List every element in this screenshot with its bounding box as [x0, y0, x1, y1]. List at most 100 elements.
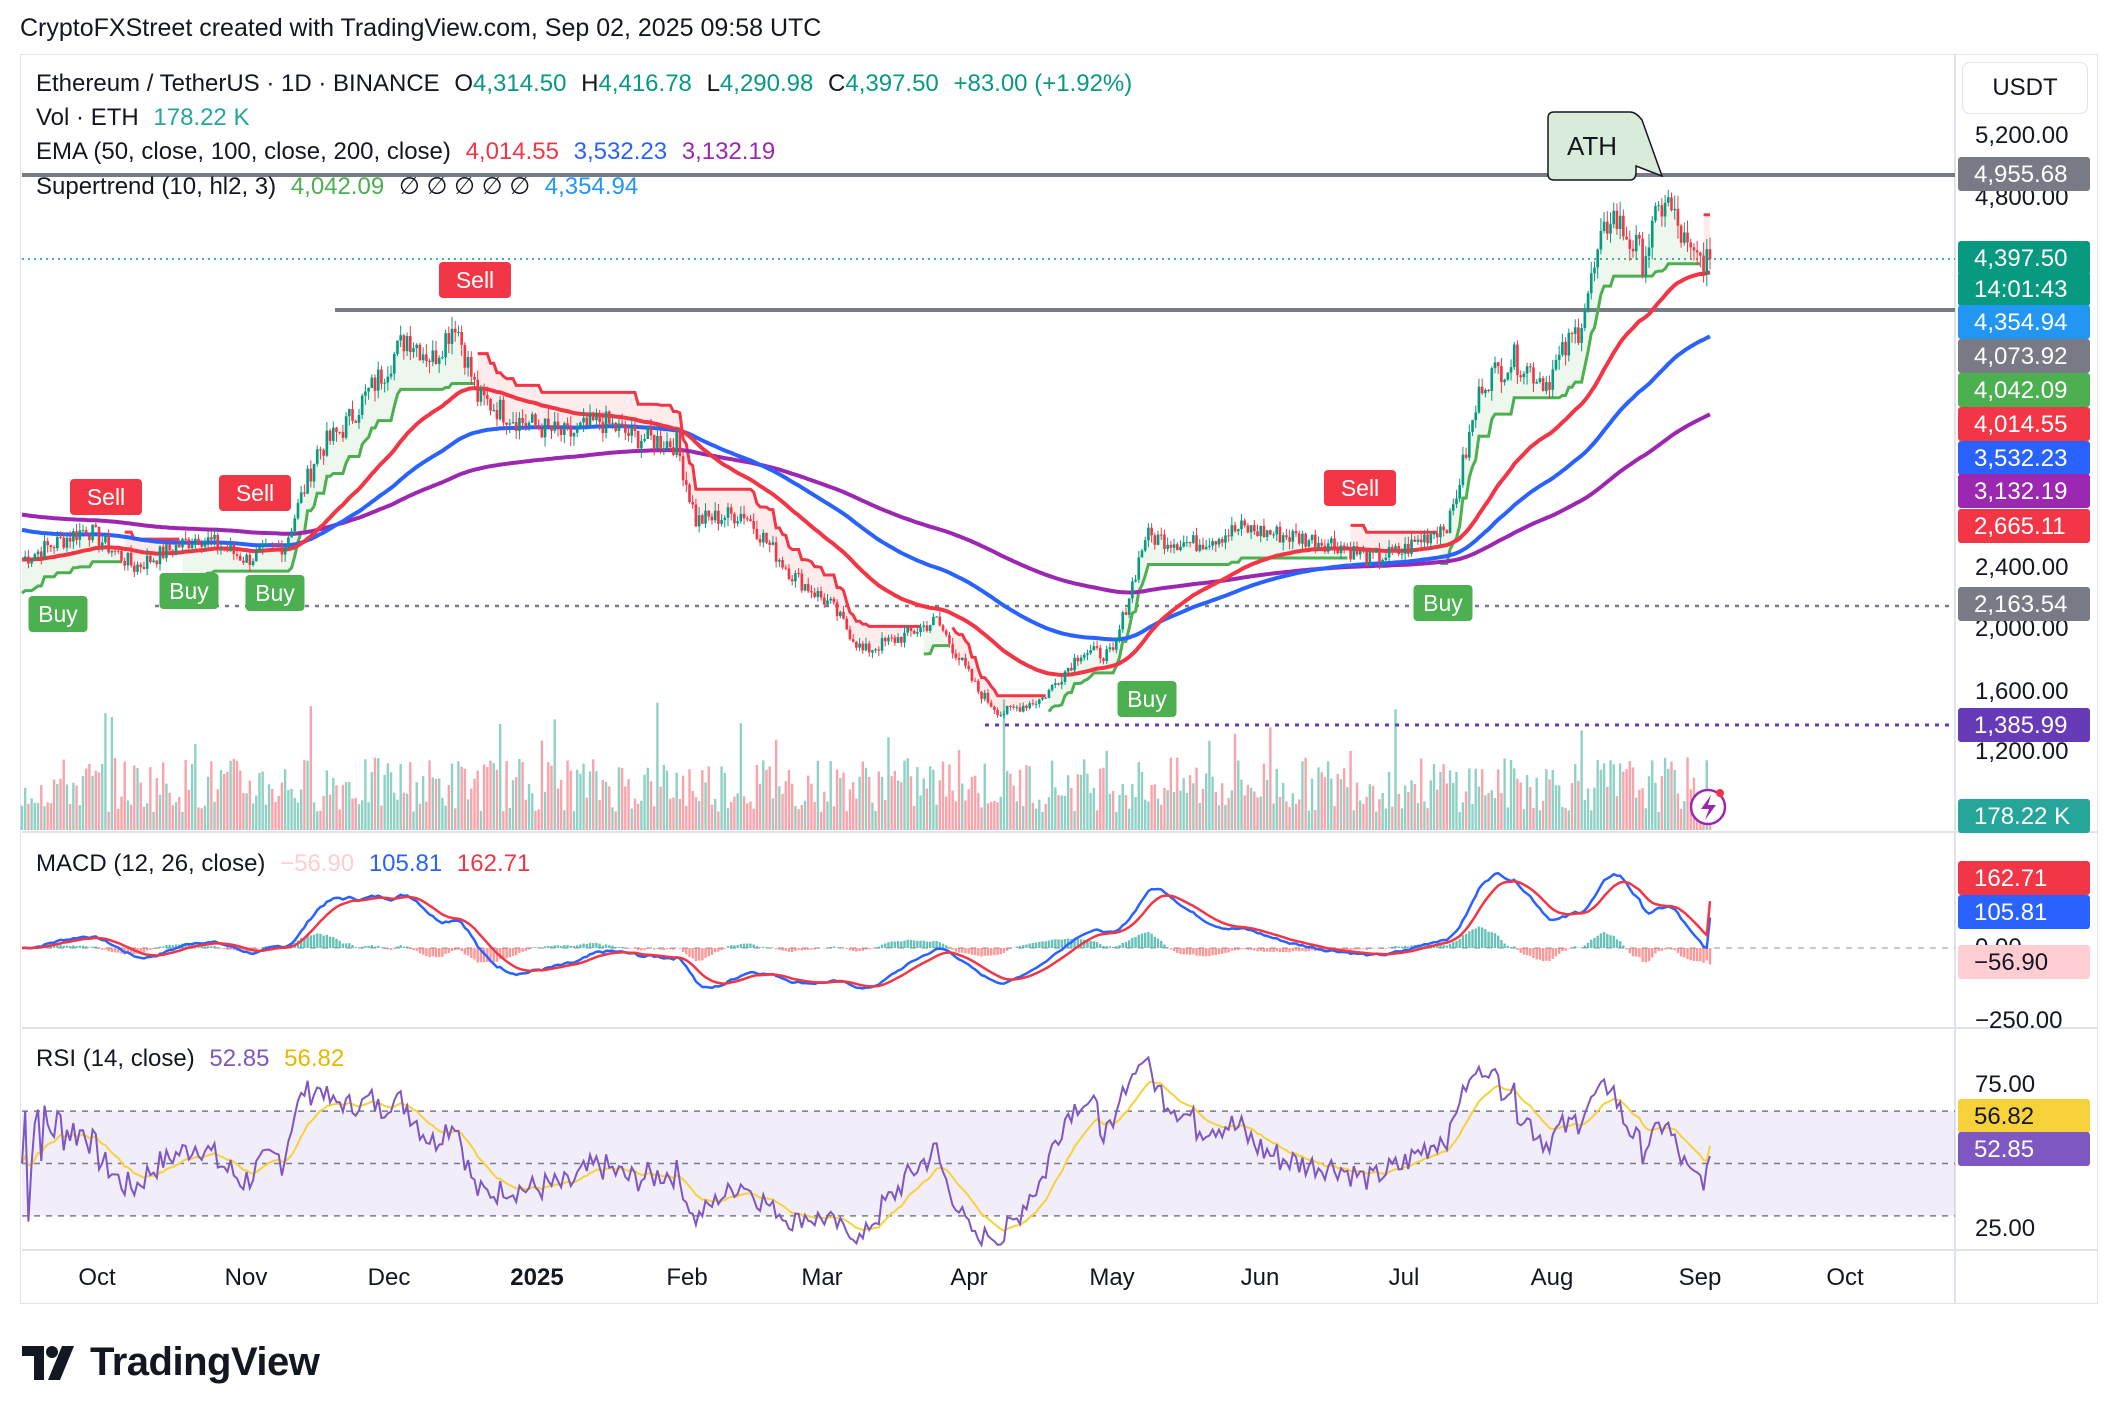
macd-histogram-bar — [928, 941, 932, 948]
candle-body — [1516, 344, 1519, 376]
macd-histogram-bar — [726, 946, 730, 948]
candle-body — [453, 328, 457, 333]
candle-body — [1089, 650, 1092, 654]
macd-histogram-bar — [1410, 945, 1413, 948]
volume-bar — [1359, 800, 1362, 830]
symbol-name[interactable]: Ethereum / TetherUS · 1D · BINANCE — [36, 70, 440, 97]
macd-histogram-bar — [1182, 948, 1185, 955]
candle-body — [768, 542, 772, 545]
candle-body — [210, 537, 213, 540]
volume-bar — [274, 801, 277, 830]
volume-bar — [248, 780, 252, 830]
candle-body — [52, 547, 56, 549]
macd-histogram-bar — [1622, 945, 1625, 948]
sell-signal: Sell — [219, 475, 291, 511]
macd-histogram-bar — [370, 945, 373, 948]
macd-histogram-bar — [1394, 946, 1397, 948]
macd-histogram-bar — [373, 946, 377, 948]
candle-body — [1631, 248, 1635, 252]
volume-bar — [524, 799, 528, 830]
currency-selector[interactable]: USDT — [1962, 62, 2088, 114]
candle-body — [1159, 534, 1163, 536]
macd-histogram-bar — [1269, 948, 1272, 952]
buy-signal-label: Buy — [169, 578, 209, 604]
volume-bar — [1044, 803, 1047, 830]
volume-bar — [515, 777, 518, 830]
volume-bar — [341, 784, 345, 830]
candle-body — [794, 573, 797, 582]
candle-body — [469, 357, 473, 377]
candle-body — [1050, 685, 1054, 690]
volume-legend[interactable]: Vol · ETH 178.22 K — [36, 104, 257, 132]
ema-legend[interactable]: EMA (50, close, 100, close, 200, close) … — [36, 138, 783, 166]
volume-bar — [187, 789, 191, 830]
candle-body — [707, 510, 711, 517]
candle-body — [745, 518, 749, 520]
macd-histogram-bar — [1172, 948, 1176, 952]
macd-histogram-bar — [559, 946, 563, 948]
candle-body — [315, 449, 319, 464]
volume-bar — [1002, 699, 1006, 830]
volume-bar — [332, 777, 335, 830]
volume-bar — [1634, 797, 1638, 830]
candle-body — [1301, 533, 1304, 544]
price-tag-text: 2,665.11 — [1974, 513, 2066, 540]
macd-histogram-bar — [531, 947, 534, 948]
price-tag-bg — [1958, 441, 2090, 475]
supertrend-legend[interactable]: Supertrend (10, hl2, 3) 4,042.09 ∅ ∅ ∅ ∅… — [36, 172, 646, 201]
volume-bar — [325, 770, 329, 830]
ath-bubble — [1547, 111, 1664, 181]
volume-bar — [710, 804, 714, 830]
volume-bar — [84, 768, 88, 830]
volume-bar — [271, 788, 274, 830]
candle-body — [1236, 529, 1240, 532]
macd-histogram-bar — [1237, 948, 1240, 951]
candle-body — [1663, 202, 1667, 217]
candle-body — [120, 550, 123, 561]
rsi-legend[interactable]: RSI (14, close) 52.85 56.82 — [36, 1045, 352, 1073]
candle-body — [1612, 210, 1616, 225]
volume-bar — [162, 762, 165, 830]
time-axis-label: Apr — [950, 1264, 987, 1291]
macd-histogram-bar — [319, 933, 322, 948]
macd-histogram-bar — [158, 946, 162, 948]
supertrend-up-fill — [182, 328, 475, 575]
volume-bar — [1387, 771, 1391, 830]
macd-histogram-bar — [582, 943, 585, 948]
volume-bar — [200, 808, 203, 830]
volume-bar — [219, 770, 223, 830]
macd-histogram-bar — [1047, 940, 1051, 948]
candle-body — [1015, 707, 1019, 709]
macd-legend[interactable]: MACD (12, 26, close) −56.90 105.81 162.7… — [36, 850, 538, 878]
candle-body — [428, 360, 431, 362]
volume-bar — [1657, 811, 1660, 830]
candle-body — [858, 643, 861, 648]
rsi-tag-bg — [1958, 1132, 2090, 1166]
supertrend-up-line — [1047, 556, 1348, 713]
macd-histogram-bar — [1657, 948, 1660, 951]
candle-body — [1702, 255, 1705, 275]
candle-body — [319, 449, 322, 451]
volume-bar — [774, 739, 778, 830]
volume-bar — [813, 802, 816, 830]
macd-histogram-bar — [614, 946, 617, 948]
candle-body — [473, 376, 476, 380]
volume-bar — [1208, 740, 1211, 830]
volume-bar — [787, 769, 791, 830]
candle-body — [1095, 646, 1099, 648]
macd-histogram-bar — [547, 945, 550, 948]
buy-signal-bg — [1117, 681, 1177, 717]
macd-histogram-bar — [749, 943, 752, 948]
symbol-legend[interactable]: Ethereum / TetherUS · 1D · BINANCE O4,31… — [36, 70, 1140, 98]
candle-body — [1484, 389, 1487, 394]
candle-body — [1654, 206, 1657, 221]
macd-histogram-bar — [351, 945, 354, 948]
volume-bar — [1204, 773, 1208, 830]
tradingview-logo[interactable]: TradingView — [22, 1340, 320, 1385]
macd-histogram-bar — [1654, 948, 1657, 954]
candle-body — [752, 521, 755, 529]
candle-body — [242, 560, 245, 563]
candle-body — [1021, 705, 1025, 712]
macd-histogram-bar — [242, 948, 245, 953]
